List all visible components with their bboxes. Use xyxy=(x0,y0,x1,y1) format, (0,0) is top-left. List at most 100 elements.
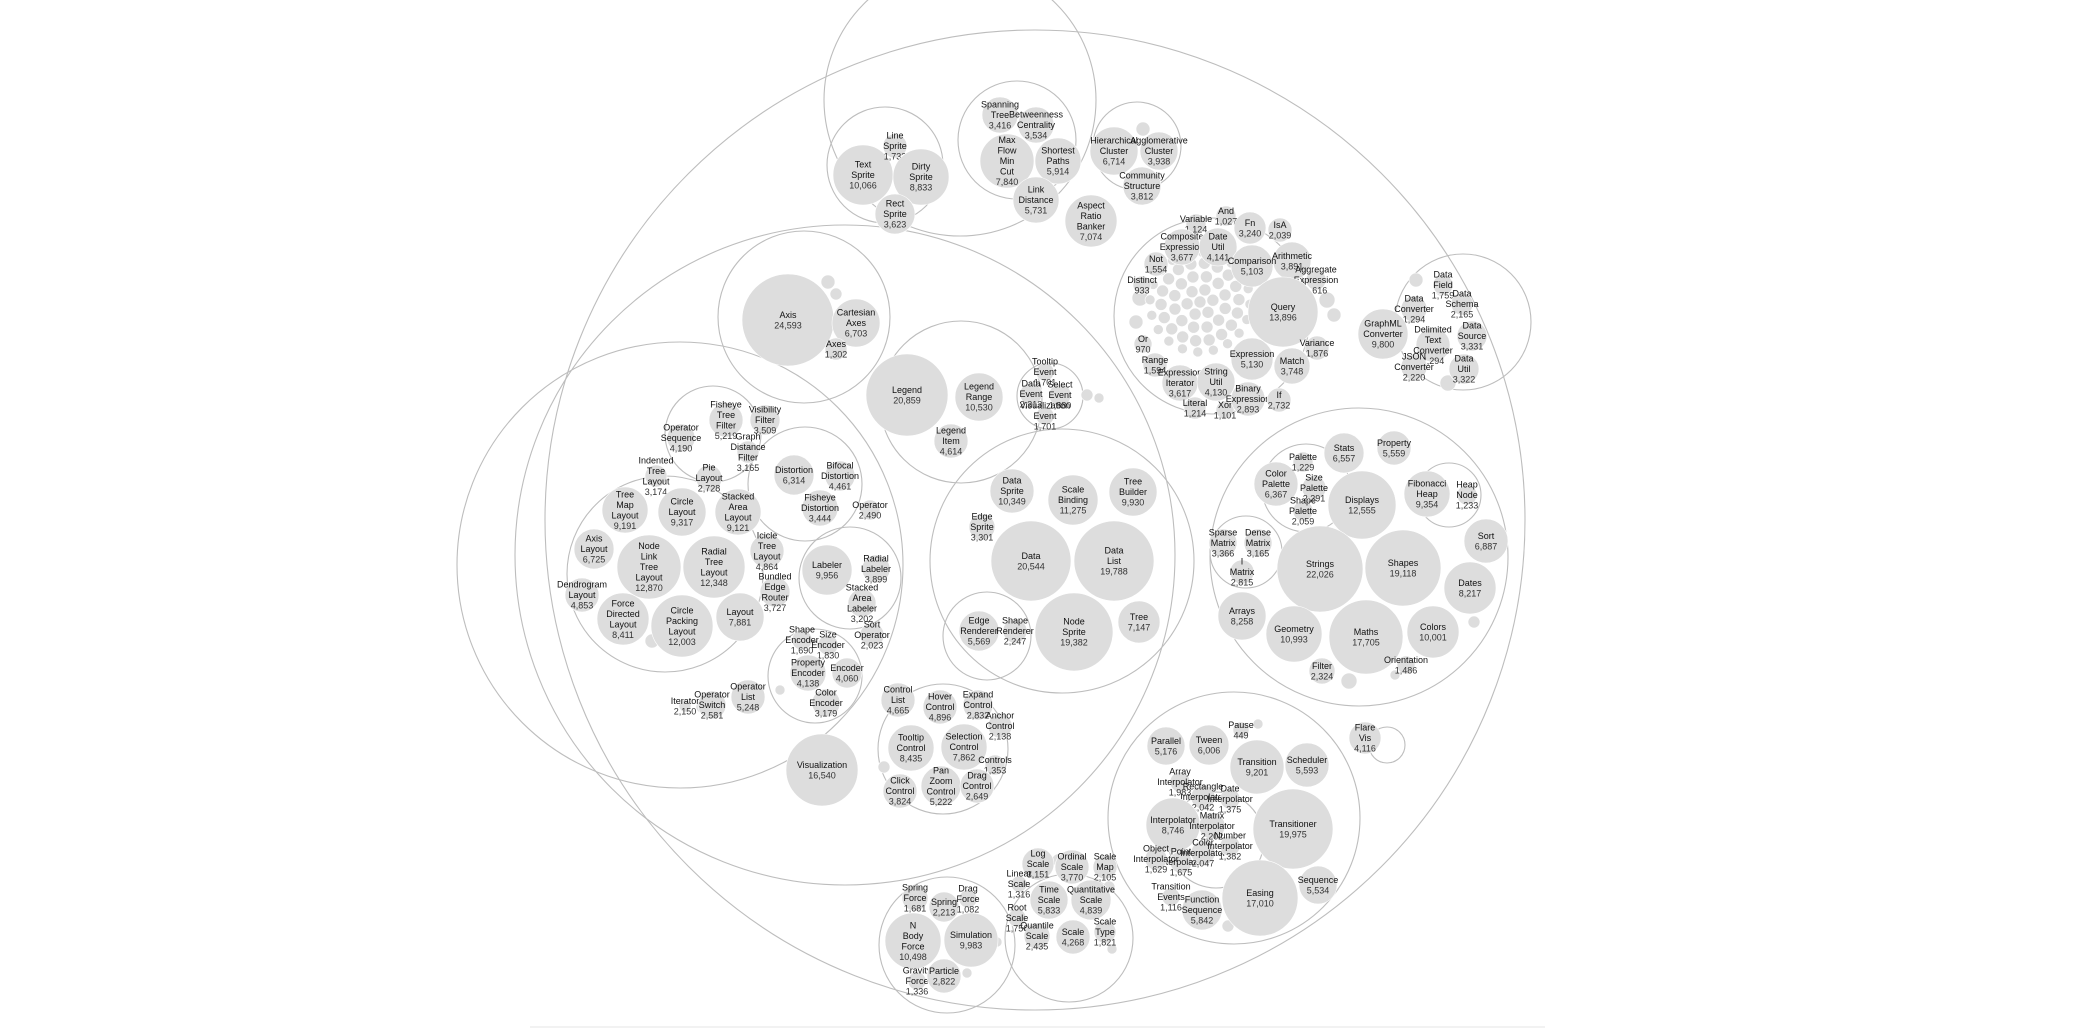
node-circle[interactable] xyxy=(979,133,1035,189)
node-circle[interactable] xyxy=(564,577,600,613)
node-circle[interactable] xyxy=(1054,849,1090,885)
node-circle[interactable] xyxy=(1406,605,1460,659)
node-circle[interactable] xyxy=(1229,739,1285,795)
node-circle[interactable] xyxy=(1230,337,1274,381)
node-circle[interactable] xyxy=(882,133,908,159)
node-circle[interactable] xyxy=(1265,605,1323,663)
node-circle[interactable] xyxy=(1376,430,1412,466)
node-circle[interactable] xyxy=(1108,467,1158,517)
node-circle[interactable] xyxy=(1219,835,1241,857)
node-circle[interactable] xyxy=(1161,887,1181,907)
node-circle[interactable] xyxy=(1142,352,1168,378)
node-circle[interactable] xyxy=(1208,528,1238,558)
node-circle[interactable] xyxy=(987,713,1013,739)
node-circle[interactable] xyxy=(884,912,942,970)
node-circle[interactable] xyxy=(831,657,863,689)
node-circle[interactable] xyxy=(1273,347,1311,385)
node-circle[interactable] xyxy=(1463,518,1509,564)
node-circle[interactable] xyxy=(1443,561,1497,615)
node-circle[interactable] xyxy=(1190,784,1216,810)
node-circle[interactable] xyxy=(1146,726,1186,766)
node-circle[interactable] xyxy=(601,486,649,534)
node-circle[interactable] xyxy=(1169,771,1191,793)
node-circle[interactable] xyxy=(682,535,746,599)
node-circle[interactable] xyxy=(1456,320,1488,352)
node-circle[interactable] xyxy=(1029,880,1069,920)
node-circle[interactable] xyxy=(831,298,881,348)
node-circle[interactable] xyxy=(1093,920,1117,944)
node-circle[interactable] xyxy=(1215,400,1235,420)
node-circle[interactable] xyxy=(959,768,995,804)
node-circle[interactable] xyxy=(1035,362,1055,382)
node-circle[interactable] xyxy=(1230,381,1266,417)
node-circle[interactable] xyxy=(1432,274,1454,296)
node-circle[interactable] xyxy=(824,460,856,492)
node-circle[interactable] xyxy=(1002,618,1028,644)
node-circle[interactable] xyxy=(573,528,615,570)
node-circle[interactable] xyxy=(892,148,950,206)
node-circle[interactable] xyxy=(1070,879,1112,921)
node-circle[interactable] xyxy=(954,372,1004,422)
node-circle[interactable] xyxy=(1092,854,1118,880)
node-circle[interactable] xyxy=(1243,528,1273,558)
node-circle[interactable] xyxy=(1007,908,1027,928)
node-circle[interactable] xyxy=(1198,227,1238,267)
node-circle[interactable] xyxy=(1190,840,1216,866)
node-circle[interactable] xyxy=(901,884,929,912)
node-circle[interactable] xyxy=(730,679,766,715)
